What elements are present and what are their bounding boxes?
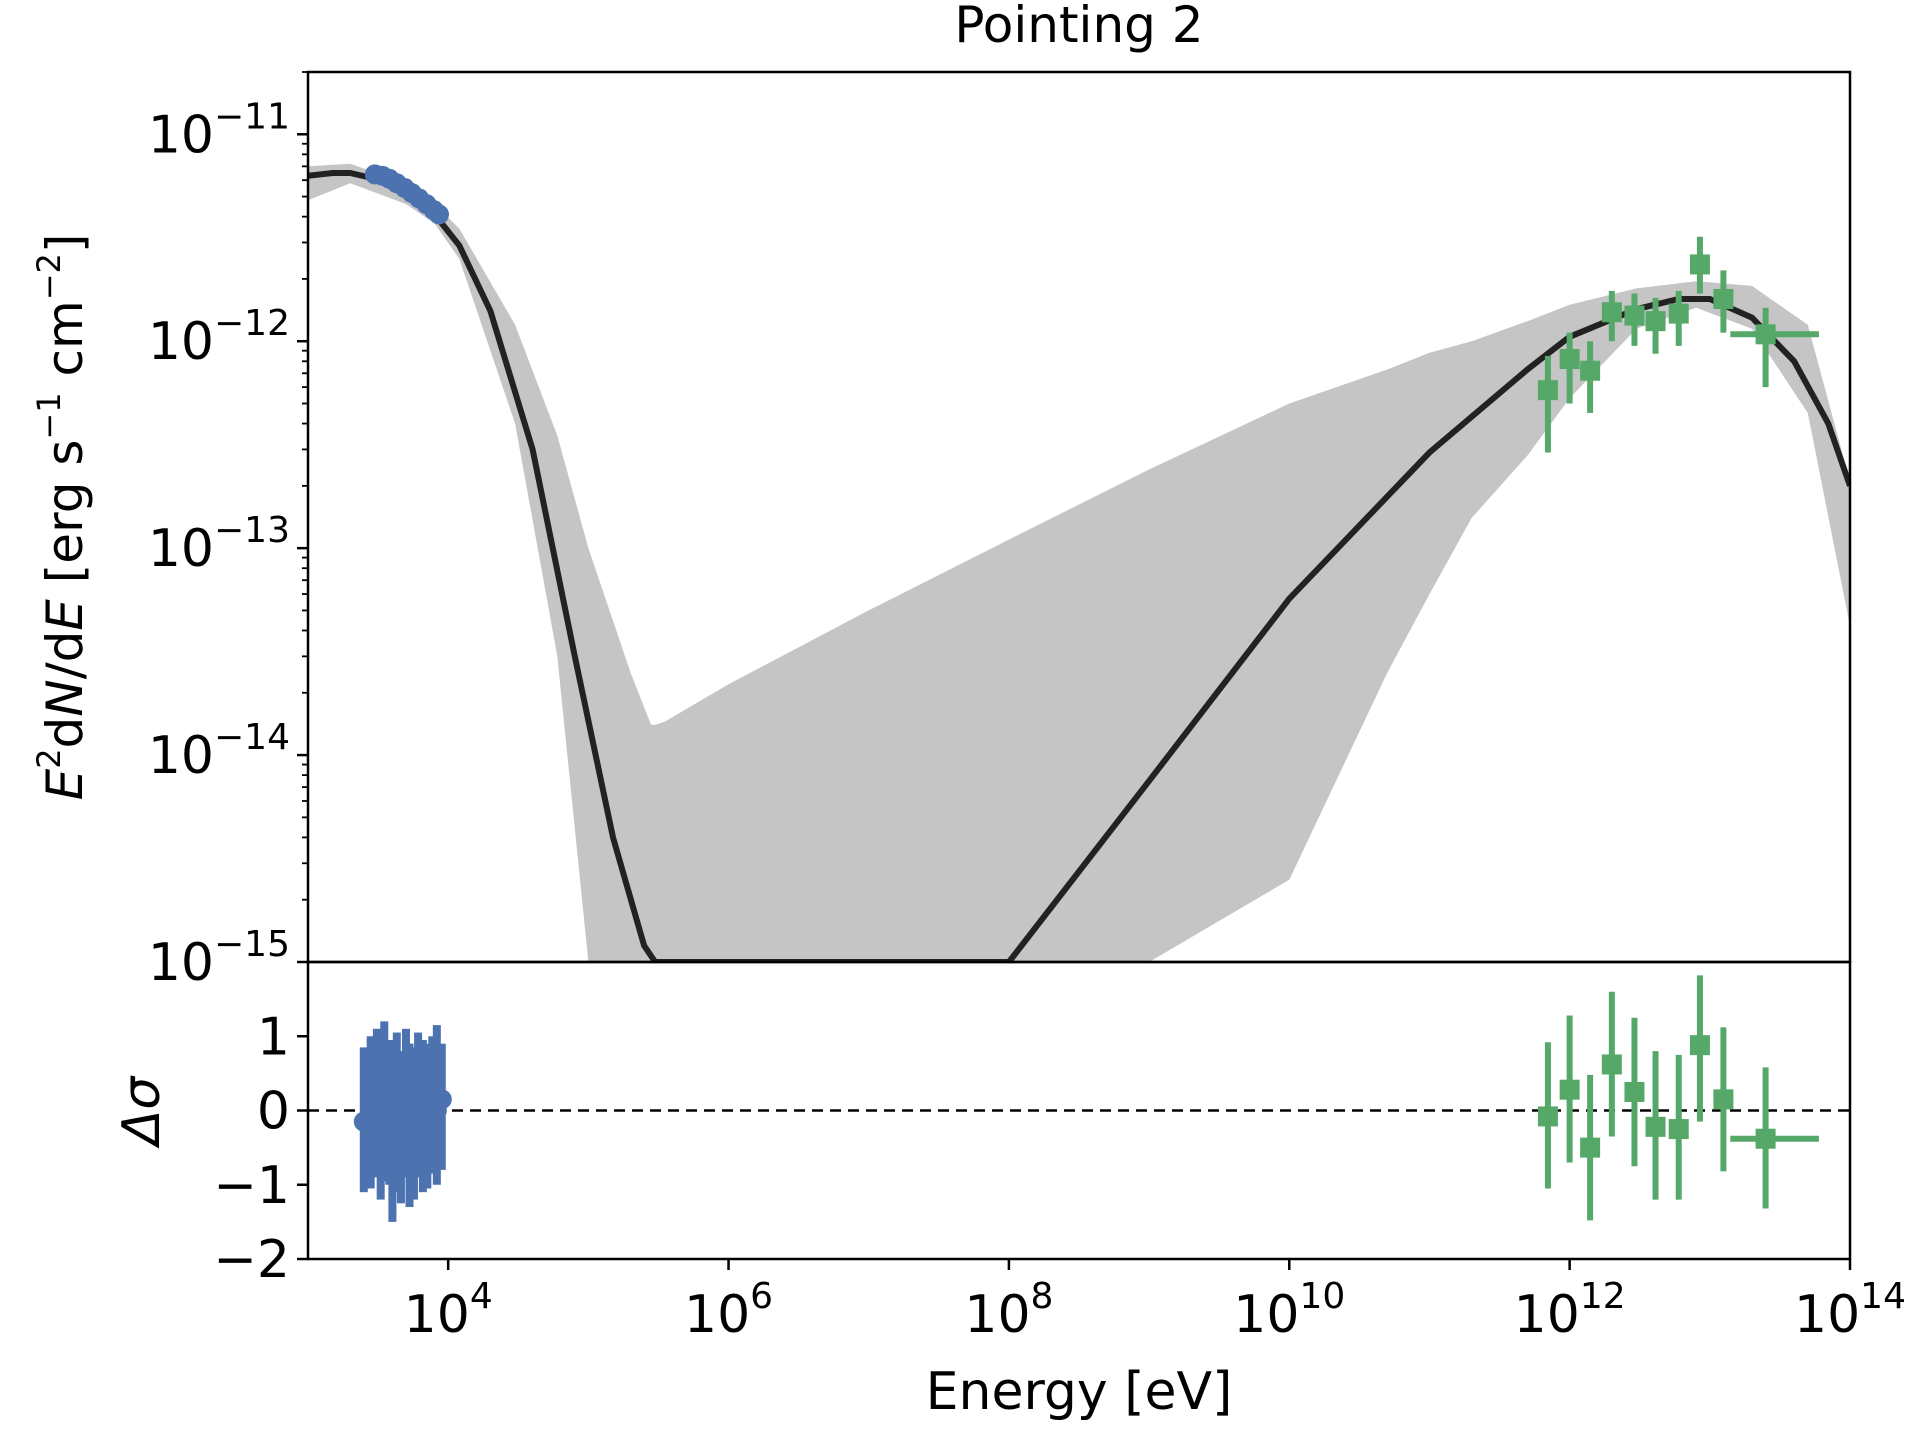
residual-y-tick-label: 1 [257, 1007, 290, 1067]
gamma-residual-point [1559, 1079, 1580, 1100]
x-tick-label: 106 [684, 1276, 773, 1345]
xray-residual-bar [388, 1043, 397, 1222]
xray-data-point [428, 204, 449, 225]
gamma-residual-point [1755, 1128, 1776, 1149]
gamma-data-point [1645, 311, 1666, 332]
x-axis-label: Energy [eV] [926, 1362, 1233, 1422]
gamma-data-point [1601, 302, 1622, 323]
gamma-residual-point [1689, 1035, 1710, 1056]
x-tick-label: 1010 [1233, 1276, 1345, 1345]
gamma-data-point [1755, 324, 1776, 345]
gamma-data-point [1559, 349, 1580, 370]
gamma-residual-point [1668, 1119, 1689, 1140]
gamma-data-point [1580, 360, 1601, 381]
y-tick-label: 10−13 [148, 510, 290, 579]
x-axis: 104 106 108 1010 1012 1014 [404, 1259, 1906, 1345]
gamma-data-point [1624, 305, 1645, 326]
gamma-residual-point [1713, 1089, 1734, 1110]
gamma-residual-point [1645, 1116, 1666, 1137]
gamma-data-point [1537, 380, 1558, 401]
model-uncertainty-band [308, 163, 1850, 962]
sed-y-axis: 10−11 10−12 10−13 10−14 10−15 [148, 71, 308, 993]
y-tick-label: 10−14 [148, 717, 290, 786]
gamma-residual-point [1580, 1137, 1601, 1158]
residual-panel: 1 0 −1 −2 [213, 975, 1850, 1290]
residual-y-tick-label: −1 [213, 1156, 290, 1216]
x-tick-label: 104 [404, 1276, 493, 1345]
gamma-data-point [1713, 288, 1734, 309]
xray-residual-point [431, 1089, 452, 1110]
gamma-data-point [1689, 254, 1710, 275]
gamma-data-point [1668, 303, 1689, 324]
gamma-residual-point [1601, 1054, 1622, 1075]
residual-y-tick-label: −2 [213, 1230, 290, 1290]
x-tick-label: 1014 [1794, 1276, 1906, 1345]
residual-y-tick-label: 0 [257, 1082, 290, 1142]
y-tick-label: 10−12 [148, 303, 290, 372]
y-tick-label: 10−11 [148, 96, 290, 165]
x-tick-label: 108 [964, 1276, 1053, 1345]
gamma-residual-point [1537, 1106, 1558, 1127]
residual-y-axis: 1 0 −1 −2 [213, 1007, 308, 1290]
chart-title: Pointing 2 [954, 0, 1203, 54]
x-tick-label: 1012 [1514, 1276, 1626, 1345]
residual-y-axis-label: Δσ [112, 1075, 172, 1150]
sed-panel: 10−11 10−12 10−13 10−14 10−15 [148, 71, 1850, 993]
y-tick-label: 10−15 [148, 924, 290, 993]
residual-panel-frame [306, 960, 1852, 1261]
gamma-residual-point [1624, 1081, 1645, 1102]
y-axis-label: E2dN/dE [erg s−1 cm−2] [30, 234, 94, 801]
